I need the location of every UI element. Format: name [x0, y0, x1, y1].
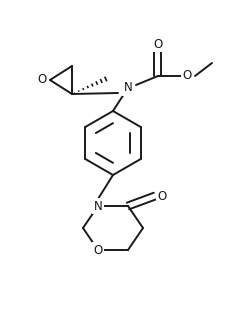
Text: N: N	[123, 81, 132, 94]
Text: O: O	[37, 73, 46, 86]
Text: O: O	[157, 190, 166, 203]
Text: O: O	[182, 70, 191, 82]
Text: O: O	[93, 244, 102, 257]
Text: O: O	[153, 38, 162, 51]
Text: N: N	[93, 199, 102, 212]
